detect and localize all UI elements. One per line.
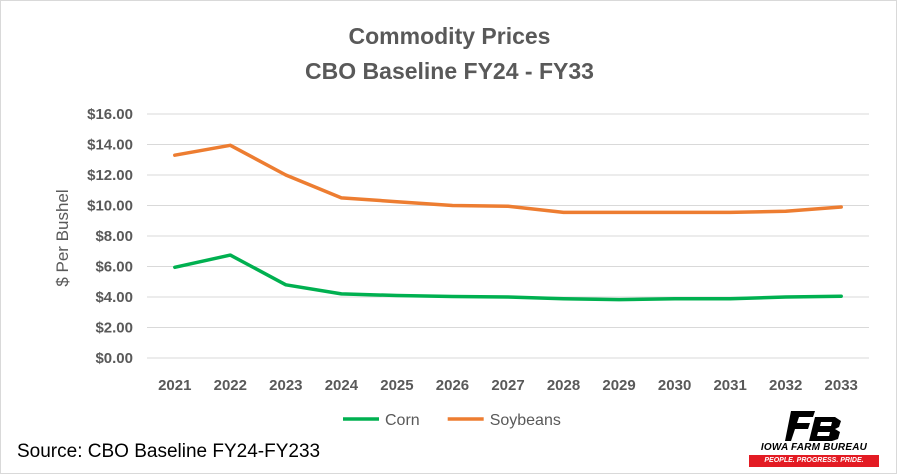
x-tick-label: 2031 (713, 377, 746, 394)
source-note: Source: CBO Baseline FY24-FY233 (17, 441, 321, 462)
y-tick-label: $0.00 (95, 350, 133, 367)
y-axis-ticks: $0.00 $2.00 $4.00 $6.00 $8.00 $10.00 $12.00 $14… (87, 106, 133, 367)
y-tick-label: $4.00 (95, 289, 133, 306)
grid-lines (147, 113, 869, 359)
x-tick-label: 2030 (658, 377, 691, 394)
x-axis-ticks: 2021 2022 2023 2024 2025 2026 2027 2028 2029 2030… (158, 377, 858, 394)
series-line-corn (173, 253, 843, 302)
chart-subtitle: CBO Baseline FY24 - FY33 (305, 58, 594, 84)
y-tick-label: $2.00 (95, 320, 133, 337)
logo-tagline: PEOPLE. PROGRESS. PRIDE. (749, 455, 879, 467)
y-tick-label: $10.00 (87, 198, 133, 215)
y-tick-label: $16.00 (87, 106, 133, 123)
chart-title: Commodity Prices (348, 23, 551, 49)
x-tick-label: 2026 (436, 377, 469, 394)
x-tick-label: 2024 (325, 377, 359, 394)
series-lines (173, 143, 843, 302)
legend-label-corn: Corn (385, 412, 420, 429)
y-tick-label: $8.00 (95, 228, 133, 245)
series-line-soybeans (173, 143, 843, 215)
y-tick-label: $12.00 (87, 167, 133, 184)
x-tick-label: 2032 (769, 377, 802, 394)
y-tick-label: $14.00 (87, 137, 133, 154)
x-tick-label: 2027 (491, 377, 524, 394)
iowa-farm-bureau-logo: IOWA FARM BUREAU PEOPLE. PROGRESS. PRIDE… (749, 411, 879, 467)
x-tick-label: 2028 (547, 377, 580, 394)
logo-name: IOWA FARM BUREAU (760, 442, 868, 453)
fb-logo-mark-icon (785, 411, 841, 441)
x-tick-label: 2029 (602, 377, 635, 394)
legend: Corn Soybeans (343, 412, 561, 429)
x-tick-label: 2022 (214, 377, 247, 394)
x-tick-label: 2021 (158, 377, 191, 394)
y-axis-label: $ Per Bushel (53, 189, 72, 286)
x-tick-label: 2033 (825, 377, 858, 394)
x-tick-label: 2025 (380, 377, 413, 394)
x-tick-label: 2023 (269, 377, 302, 394)
legend-label-soybeans: Soybeans (490, 412, 561, 429)
y-tick-label: $6.00 (95, 259, 133, 276)
